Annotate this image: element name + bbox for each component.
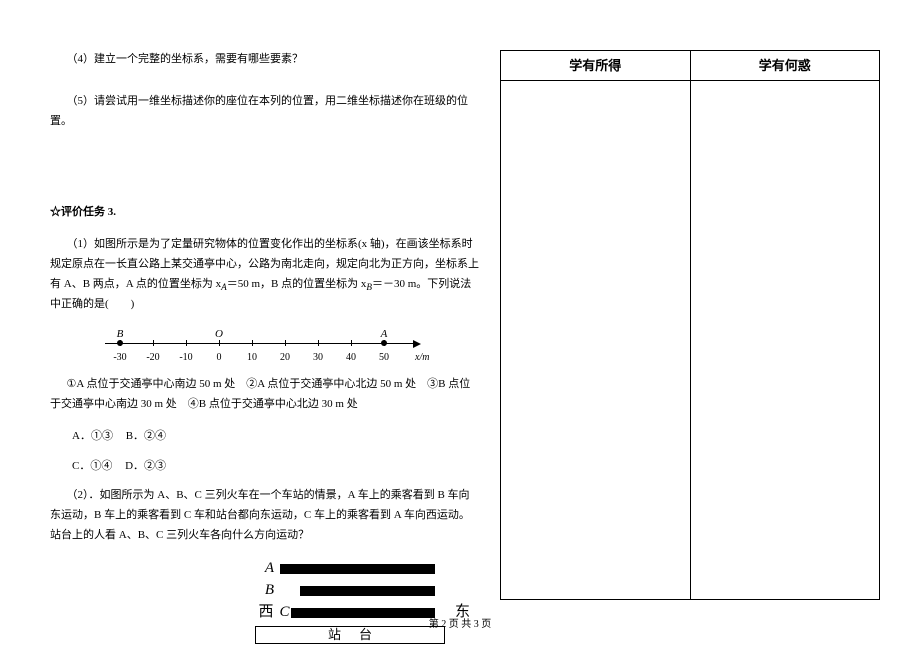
page-root: （4）建立一个完整的坐标系，需要有哪些要素？ （5）请尝试用一维坐标描述你的座位… (0, 0, 920, 620)
option-c: C．①④ (72, 460, 112, 472)
reflection-table: 学有所得 学有何惑 (500, 50, 880, 600)
left-column: （4）建立一个完整的坐标系，需要有哪些要素？ （5）请尝试用一维坐标描述你的座位… (50, 50, 480, 600)
train-b-bar (300, 586, 435, 596)
number-line-figure: -30-20-1001020304050BOAx/m (50, 327, 480, 367)
task1-options-row1: A．①③ B．②④ (50, 427, 480, 447)
question-4: （4）建立一个完整的坐标系，需要有哪些要素？ (50, 50, 480, 70)
task2-stem: （2）．如图所示为 A、B、C 三列火车在一个车站的情景，A 车上的乘客看到 B… (50, 486, 480, 545)
task1-stem-b: ＝50 m，B 点的位置坐标为 x (227, 278, 367, 290)
task-header: ☆评价任务 3. (50, 203, 480, 223)
task1-options-row2: C．①④ D．②③ (50, 457, 480, 477)
question-5: （5）请尝试用一维坐标描述你的座位在本列的位置，用二维坐标描述你在班级的位置。 (50, 92, 480, 132)
table-header-questions: 学有何惑 (690, 51, 880, 81)
table-cell-questions (690, 81, 880, 600)
page-footer: 第 2 页 共 3 页 (0, 616, 920, 634)
table-cell-gains (501, 81, 691, 600)
option-d: D．②③ (125, 460, 166, 472)
task1-choice-statements: ①A 点位于交通亭中心南边 50 m 处 ②A 点位于交通亭中心北边 50 m … (50, 375, 480, 415)
table-header-gains: 学有所得 (501, 51, 691, 81)
task1-stem: （1）如图所示是为了定量研究物体的位置变化作出的坐标系(x 轴)，在画该坐标系时… (50, 235, 480, 315)
option-a: A．①③ (72, 430, 113, 442)
train-a-bar (280, 564, 435, 574)
right-column: 学有所得 学有何惑 (500, 50, 880, 600)
option-b: B．②④ (126, 430, 166, 442)
